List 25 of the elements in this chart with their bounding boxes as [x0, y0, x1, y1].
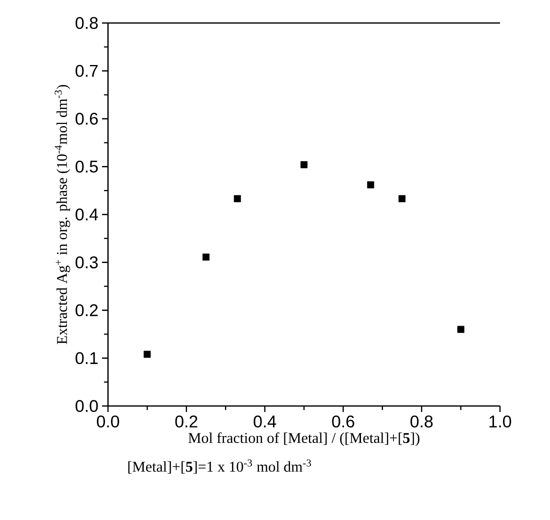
x-tick-label: 0.8	[410, 416, 433, 428]
x-tick-label: 1.0	[490, 416, 512, 428]
point	[300, 161, 308, 168]
point	[144, 350, 151, 358]
point	[367, 181, 374, 188]
x-tick-label: 0.0	[96, 416, 120, 428]
y-tick-label: 0.8	[76, 16, 98, 29]
point	[234, 195, 241, 202]
y-tick-label: 0.3	[76, 256, 98, 268]
y-tick-label: 0.4	[76, 208, 98, 220]
x-tick-label: 0.2	[175, 416, 198, 428]
y-tick-label: 0.0	[76, 400, 98, 412]
y-tick-label: 0.1	[76, 352, 98, 364]
x-axis-title: Mol fraction of [Metal] / ([Metal]+[5])	[188, 432, 420, 446]
y-tick-label: 0.2	[76, 304, 98, 316]
text: [Metal]+[5]=1 x 10$^{-3}$ mol dm$^{-3}$	[128, 460, 311, 474]
x-tick-label: 0.6	[332, 416, 354, 428]
point	[202, 254, 210, 261]
y-tick-label: 0.6	[76, 112, 98, 125]
x-tick-label: 0.4	[254, 416, 276, 428]
point	[398, 195, 406, 202]
y-tick-label: 0.7	[76, 64, 98, 77]
point	[457, 326, 464, 333]
y-axis-title: Extracted Ag$^{+}$ in org. phase (10$^{-4}$mol dm$^{-3}$)	[54, 85, 70, 344]
y-tick-label: 0.5	[76, 160, 98, 173]
